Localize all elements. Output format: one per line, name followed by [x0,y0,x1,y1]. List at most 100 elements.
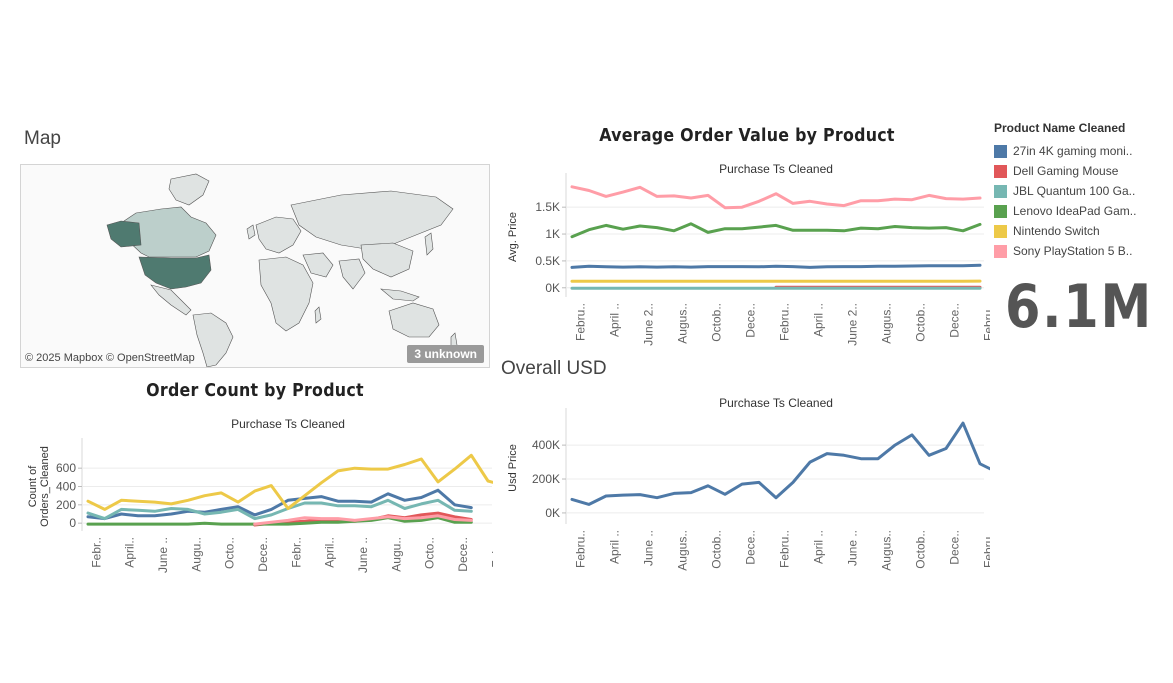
legend-swatch [994,244,1007,258]
x-tick-label: Octo.. [423,537,437,569]
series-line[interactable] [86,516,473,526]
y-tick-label: 0.5K [535,254,560,268]
map-alaska [106,220,142,248]
x-tick-label: Octob.. [710,303,724,342]
aov-chart[interactable]: Purchase Ts Cleaned Avg. Price 0K 0.5K 1K 1.5… [500,155,990,355]
map-mexico [150,284,192,316]
legend-swatch [994,144,1007,158]
series-line[interactable] [570,222,982,239]
x-tick-label: Febr.. [89,537,103,568]
map-madagascar [314,306,322,324]
x-tick-label: Febr.. [289,537,303,568]
legend-label: JBL Quantum 100 Ga.. [1013,184,1136,198]
usd-chart[interactable]: Purchase Ts Cleaned Usd Price 0K 200K 400K Fe… [500,388,990,578]
legend-swatch [994,224,1007,238]
map-africa [258,256,314,332]
x-tick-label: Dece.. [744,303,758,338]
legend-item[interactable]: Lenovo IdeaPad Gam.. [994,201,1169,221]
map-asia [290,190,454,250]
map-europe [255,216,302,254]
map-canada [120,206,217,258]
map-australia [388,302,440,338]
x-tick-label: Febru.. [778,530,792,568]
legend-item[interactable]: JBL Quantum 100 Ga.. [994,181,1169,201]
world-map-svg [106,173,458,367]
x-tick-label: June .. [356,537,370,573]
legend-swatch [994,164,1007,178]
legend-item[interactable]: 27in 4K gaming moni.. [994,141,1169,161]
map-indonesia [380,288,420,302]
series-line[interactable] [86,453,493,511]
x-tick-label: Dece.. [456,537,470,572]
legend-label: Sony PlayStation 5 B.. [1013,244,1133,258]
legend-item[interactable]: Nintendo Switch [994,221,1169,241]
map-south-america [192,312,234,367]
legend-label: Lenovo IdeaPad Gam.. [1013,204,1137,218]
x-tick-label: April .. [608,303,622,337]
x-tick-label: April .. [812,530,826,564]
x-tick-label: June 2.. [642,303,656,346]
x-tick-label: April .. [812,303,826,337]
x-tick-label: June .. [642,530,656,566]
x-tick-label: Febru.. [982,530,991,568]
map-attribution[interactable]: © 2025 Mapbox © OpenStreetMap [25,352,195,364]
legend-items: 27in 4K gaming moni.. Dell Gaming Mouse JB… [994,141,1169,261]
y-tick-label: 0K [545,281,560,295]
x-tick-label: Febru.. [574,303,588,341]
x-tick-label: Dece.. [948,530,962,565]
world-map[interactable]: © 2025 Mapbox © OpenStreetMap 3 unknown [20,164,490,368]
map-china [360,242,414,278]
x-tick-label: April.. [123,537,137,568]
unknown-badge[interactable]: 3 unknown [407,345,484,363]
map-greenland [168,173,210,206]
series-line[interactable] [86,498,473,521]
chart-subtitle: Purchase Ts Cleaned [231,417,345,431]
y-axis-label: Usd Price [507,444,519,492]
x-tick-label: Augus.. [880,530,894,571]
legend-label: 27in 4K gaming moni.. [1013,144,1133,158]
chart-subtitle: Purchase Ts Cleaned [719,162,833,176]
map-middle-east [302,252,334,278]
y-axis-label-line: Count of [27,465,39,508]
y-tick-label: 400 [56,480,76,494]
x-tick-label: Augus.. [676,303,690,344]
series-line[interactable] [570,263,982,269]
y-tick-label: 600 [56,461,76,475]
y-axis-label-line: Orders_Cleaned [39,446,51,527]
series-line[interactable] [86,488,473,521]
series-line[interactable] [570,421,990,506]
x-tick-label: Augu.. [389,537,403,572]
kpi-total: 6.1M [1005,272,1153,342]
map-title: Map [24,128,61,149]
legend-swatch [994,184,1007,198]
x-tick-label: Augu.. [189,537,203,572]
x-tick-label: Febru.. [982,303,991,341]
x-tick-label: Augus.. [676,530,690,571]
x-tick-label: June .. [846,530,860,566]
y-tick-label: 1K [545,227,560,241]
y-tick-label: 1.5K [535,200,560,214]
legend-label: Dell Gaming Mouse [1013,164,1119,178]
legend-title: Product Name Cleaned [994,121,1126,135]
orders-chart[interactable]: Purchase Ts Cleaned Count ofOrders_Cleane… [18,408,493,578]
y-tick-label: 0K [545,506,560,520]
aov-chart-title: Average Order Value by Product [599,125,895,146]
x-tick-label: Augus.. [880,303,894,344]
x-tick-label: Dece.. [948,303,962,338]
orders-chart-title: Order Count by Product [146,380,364,401]
legend-item[interactable]: Sony PlayStation 5 B.. [994,241,1169,261]
y-tick-label: 0 [69,516,76,530]
series-line[interactable] [570,185,982,210]
y-axis-label: Count ofOrders_Cleaned [27,446,51,527]
map-japan [424,232,434,256]
series-line[interactable] [253,514,473,526]
map-india [338,258,366,290]
x-tick-label: Dece.. [744,530,758,565]
legend-item[interactable]: Dell Gaming Mouse [994,161,1169,181]
y-tick-label: 400K [532,438,560,452]
x-tick-label: Octob.. [914,303,928,342]
y-tick-label: 200 [56,498,76,512]
legend-swatch [994,204,1007,218]
x-tick-label: Febru.. [778,303,792,341]
y-tick-label: 200K [532,472,560,486]
